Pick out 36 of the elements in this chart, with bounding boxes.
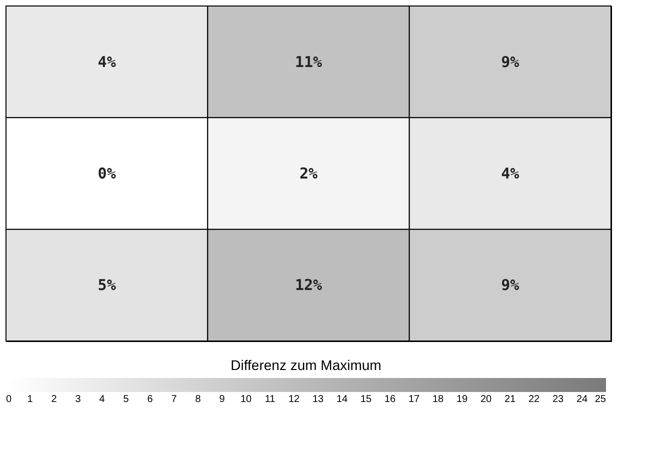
color-bar-label: 14 bbox=[336, 394, 348, 405]
color-bar-label: 19 bbox=[456, 394, 468, 405]
color-bar-label: 8 bbox=[195, 394, 202, 405]
color-bar-label: 15 bbox=[360, 394, 372, 405]
color-bar-label: 0 bbox=[6, 394, 12, 405]
legend-title: Differenz zum Maximum bbox=[230, 357, 382, 373]
color-bar-label: 11 bbox=[264, 394, 276, 405]
data-label: 5% bbox=[98, 276, 116, 294]
color-bar-label: 1 bbox=[27, 394, 34, 405]
data-label: 2% bbox=[299, 164, 318, 182]
color-bar-label: 18 bbox=[432, 394, 444, 405]
color-bar-label: 23 bbox=[552, 394, 564, 405]
color-bar-label: 7 bbox=[171, 394, 178, 405]
color-bar-label: 20 bbox=[480, 394, 492, 405]
data-label: 4% bbox=[501, 164, 520, 182]
color-bar-label: 5 bbox=[123, 394, 130, 405]
data-label: 12% bbox=[294, 276, 322, 294]
color-bar-label: 16 bbox=[384, 394, 396, 405]
color-bar-label: 21 bbox=[504, 394, 516, 405]
color-bar-label: 17 bbox=[408, 394, 420, 405]
data-label: 0% bbox=[98, 164, 116, 182]
color-bar-label: 4 bbox=[99, 394, 106, 405]
data-label: 9% bbox=[501, 52, 520, 71]
color-bar-label: 9 bbox=[219, 394, 226, 405]
color-bar-label: 22 bbox=[528, 394, 540, 405]
color-bar-label: 24 bbox=[576, 394, 588, 405]
color-bar-label: 3 bbox=[75, 394, 82, 405]
color-bar-label: 13 bbox=[312, 394, 324, 405]
color-bar-label: 6 bbox=[147, 394, 154, 405]
data-label: 11% bbox=[294, 52, 322, 71]
data-label: 9% bbox=[501, 276, 520, 294]
color-bar-label: 2 bbox=[51, 394, 58, 405]
color-bar-label: 10 bbox=[240, 394, 252, 405]
data-label: 4% bbox=[98, 52, 116, 71]
color-bar-label: 25 bbox=[594, 394, 606, 405]
color-bar-label: 12 bbox=[288, 394, 300, 405]
